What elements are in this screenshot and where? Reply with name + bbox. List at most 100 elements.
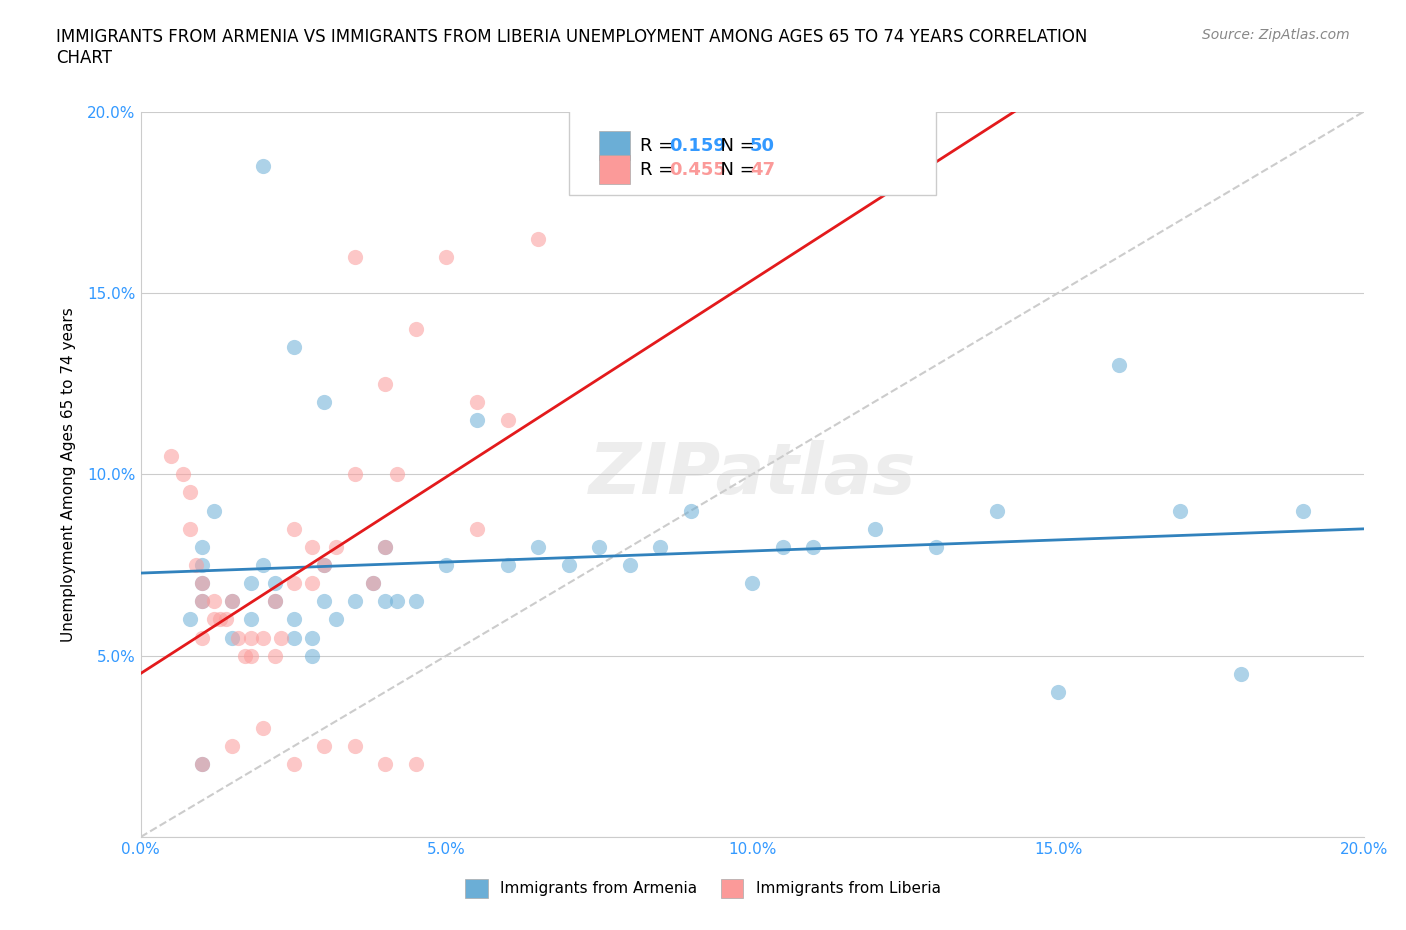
Point <box>619 558 641 573</box>
Point <box>986 503 1008 518</box>
Point <box>172 467 194 482</box>
Point <box>343 738 366 753</box>
Point <box>387 467 409 482</box>
Y-axis label: Unemployment Among Ages 65 to 74 years: Unemployment Among Ages 65 to 74 years <box>62 307 76 642</box>
Point <box>374 594 396 609</box>
Point <box>191 576 214 591</box>
Point <box>283 576 305 591</box>
Point <box>650 539 672 554</box>
Point <box>239 576 262 591</box>
Point <box>215 612 238 627</box>
Point <box>191 594 214 609</box>
Point <box>343 249 366 264</box>
Point <box>312 738 335 753</box>
Point <box>270 631 292 645</box>
FancyBboxPatch shape <box>599 131 630 160</box>
Point <box>179 612 201 627</box>
Point <box>221 594 243 609</box>
Point <box>202 612 225 627</box>
Point <box>179 485 201 500</box>
Point <box>179 521 201 536</box>
Point <box>191 757 214 772</box>
Point <box>221 631 243 645</box>
Point <box>283 521 305 536</box>
Point <box>588 539 610 554</box>
Point <box>361 576 384 591</box>
Point <box>465 394 488 409</box>
Point <box>405 757 427 772</box>
Text: 50: 50 <box>749 137 775 154</box>
Text: 47: 47 <box>749 161 775 179</box>
Point <box>239 612 262 627</box>
Point <box>252 158 274 173</box>
Point <box>1108 358 1130 373</box>
Point <box>361 576 384 591</box>
Point <box>239 631 262 645</box>
Point <box>374 757 396 772</box>
Point <box>202 594 225 609</box>
Point <box>312 594 335 609</box>
Point <box>803 539 825 554</box>
Point <box>1230 667 1253 682</box>
Point <box>374 539 396 554</box>
Text: R =: R = <box>640 161 679 179</box>
Point <box>436 558 458 573</box>
Point <box>496 413 519 428</box>
Point <box>496 558 519 573</box>
Point <box>325 612 347 627</box>
Point <box>191 757 214 772</box>
Point <box>387 594 409 609</box>
Point <box>209 612 232 627</box>
Text: N =: N = <box>710 161 761 179</box>
Point <box>527 539 550 554</box>
Text: Source: ZipAtlas.com: Source: ZipAtlas.com <box>1202 28 1350 42</box>
Point <box>405 594 427 609</box>
Point <box>312 558 335 573</box>
Point <box>191 576 214 591</box>
Point <box>925 539 948 554</box>
Point <box>283 612 305 627</box>
Point <box>301 539 323 554</box>
Point <box>436 249 458 264</box>
Point <box>283 631 305 645</box>
Point <box>191 631 214 645</box>
Text: IMMIGRANTS FROM ARMENIA VS IMMIGRANTS FROM LIBERIA UNEMPLOYMENT AMONG AGES 65 TO: IMMIGRANTS FROM ARMENIA VS IMMIGRANTS FR… <box>56 28 1088 67</box>
Point <box>233 648 256 663</box>
Point <box>312 394 335 409</box>
Point <box>191 539 214 554</box>
Point <box>465 413 488 428</box>
Point <box>312 558 335 573</box>
Point <box>191 558 214 573</box>
Text: ZIPatlas: ZIPatlas <box>589 440 915 509</box>
Point <box>221 594 243 609</box>
Text: 0.159: 0.159 <box>669 137 725 154</box>
Point <box>374 539 396 554</box>
Point <box>301 648 323 663</box>
Point <box>1170 503 1192 518</box>
Point <box>301 576 323 591</box>
Point <box>772 539 794 554</box>
Point <box>252 631 274 645</box>
Point <box>264 594 287 609</box>
Point <box>221 738 243 753</box>
Point <box>252 721 274 736</box>
Point <box>527 231 550 246</box>
Point <box>283 340 305 355</box>
Point <box>405 322 427 337</box>
Text: N =: N = <box>710 137 761 154</box>
FancyBboxPatch shape <box>599 155 630 184</box>
Point <box>264 576 287 591</box>
Point <box>301 631 323 645</box>
Point <box>681 503 703 518</box>
Point <box>325 539 347 554</box>
Point <box>202 503 225 518</box>
Text: R =: R = <box>640 137 679 154</box>
Text: 0.455: 0.455 <box>669 161 725 179</box>
Point <box>1046 684 1070 699</box>
Point <box>343 594 366 609</box>
Point <box>1291 503 1313 518</box>
Point <box>343 467 366 482</box>
Point <box>374 377 396 392</box>
Point <box>264 594 287 609</box>
Point <box>252 558 274 573</box>
